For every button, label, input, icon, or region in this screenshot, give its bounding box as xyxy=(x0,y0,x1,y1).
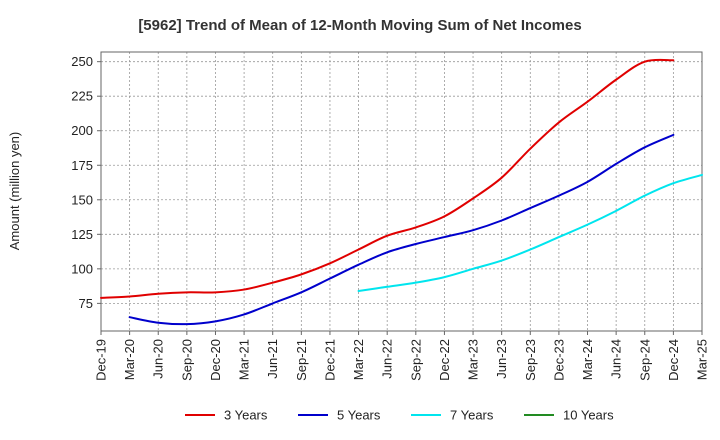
x-tick-label: Jun-24 xyxy=(609,339,624,379)
x-tick-label: Mar-25 xyxy=(695,339,710,380)
grid xyxy=(100,52,703,331)
x-tick-label: Dec-20 xyxy=(208,339,223,381)
y-tick-label: 75 xyxy=(79,296,93,311)
series-line-5-years xyxy=(128,133,675,326)
y-tick-label: 100 xyxy=(71,261,93,276)
x-tick-label: Dec-19 xyxy=(94,339,109,381)
y-tick-label: 225 xyxy=(71,89,93,104)
x-tick-label: Dec-22 xyxy=(437,339,452,381)
x-tick-label: Dec-21 xyxy=(322,339,337,381)
y-axis-label: Amount (million yen) xyxy=(7,132,22,251)
y-tick-label: 175 xyxy=(71,158,93,173)
y-tick-label: 125 xyxy=(71,227,93,242)
x-tick-label: Mar-24 xyxy=(580,339,595,380)
legend-label-5-years: 5 Years xyxy=(337,408,381,423)
x-tick-label: Mar-21 xyxy=(237,339,252,380)
y-tick-label: 150 xyxy=(71,192,93,207)
legend: 3 Years 5 Years 7 Years 10 Years xyxy=(185,408,614,423)
legend-label-3-years: 3 Years xyxy=(224,408,268,423)
x-tick-label: Mar-23 xyxy=(466,339,481,380)
x-tick-label: Sep-24 xyxy=(637,339,652,381)
x-tick-label: Sep-20 xyxy=(179,339,194,381)
plot-frame xyxy=(100,51,703,332)
y-axis: 75 100 125 150 175 200 225 250 xyxy=(71,54,101,311)
x-tick-label: Dec-24 xyxy=(666,339,681,381)
x-tick-label: Jun-22 xyxy=(380,339,395,379)
x-tick-label: Jun-20 xyxy=(151,339,166,379)
x-tick-label: Sep-22 xyxy=(408,339,423,381)
x-tick-label: Jun-23 xyxy=(494,339,509,379)
series-line-7-years xyxy=(357,173,703,292)
x-tick-label: Jun-21 xyxy=(265,339,280,379)
x-tick-label: Sep-21 xyxy=(294,339,309,381)
y-tick-label: 200 xyxy=(71,123,93,138)
x-tick-label: Mar-22 xyxy=(351,339,366,380)
y-tick-label: 250 xyxy=(71,54,93,69)
series-line-3-years xyxy=(100,58,675,299)
x-tick-label: Dec-23 xyxy=(551,339,566,381)
x-tick-label: Sep-23 xyxy=(523,339,538,381)
legend-label-7-years: 7 Years xyxy=(450,408,494,423)
x-axis: Dec-19 Mar-20 Jun-20 Sep-20 Dec-20 Mar-21 Jun-… xyxy=(94,331,710,381)
x-tick-label: Mar-20 xyxy=(122,339,137,380)
series-group xyxy=(100,58,703,326)
legend-label-10-years: 10 Years xyxy=(563,408,614,423)
chart-title: [5962] Trend of Mean of 12-Month Moving … xyxy=(138,17,581,34)
